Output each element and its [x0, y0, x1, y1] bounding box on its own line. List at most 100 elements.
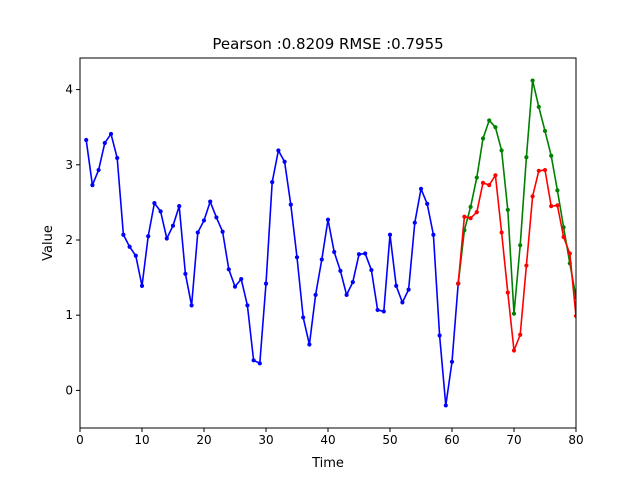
data-point-history — [356, 252, 362, 257]
data-point-history — [431, 232, 436, 237]
data-point-predicted — [518, 332, 523, 337]
y-tick-label: 1 — [65, 308, 73, 322]
data-point-history — [263, 281, 269, 286]
x-tick-label: 30 — [258, 433, 273, 447]
data-point-history — [350, 280, 355, 285]
data-point-history — [400, 300, 405, 305]
data-point-predicted — [468, 216, 473, 221]
data-point-actual — [530, 78, 535, 83]
data-point-history — [164, 236, 169, 241]
x-tick-label: 50 — [382, 433, 397, 447]
data-point-history — [201, 218, 207, 223]
data-point-history — [90, 182, 95, 188]
data-point-actual — [536, 104, 541, 109]
data-point-history — [369, 267, 374, 273]
data-point-predicted — [549, 204, 554, 209]
data-point-history — [84, 137, 89, 143]
data-point-predicted — [462, 214, 467, 219]
data-point-predicted — [456, 281, 461, 286]
data-point-history — [152, 201, 157, 206]
data-point-predicted — [511, 348, 517, 353]
data-point-predicted — [499, 230, 504, 235]
data-point-predicted — [474, 210, 479, 215]
data-point-history — [443, 403, 448, 408]
y-tick-label: 3 — [65, 158, 73, 172]
data-point-history — [251, 358, 256, 363]
x-axis: 0 10 20 30 40 50 60 70 80 — [76, 428, 584, 447]
data-point-predicted — [524, 263, 529, 268]
x-tick-label: 60 — [444, 433, 459, 447]
x-tick-label: 10 — [134, 433, 149, 447]
data-point-history — [195, 230, 200, 235]
data-point-history — [425, 201, 430, 206]
data-point-history — [449, 359, 455, 364]
data-point-actual — [493, 125, 498, 130]
x-tick-label: 20 — [196, 433, 211, 447]
data-point-history — [307, 342, 312, 347]
data-point-actual — [542, 128, 548, 134]
data-point-actual — [555, 188, 560, 193]
data-point-history — [177, 204, 182, 209]
data-point-history — [325, 217, 331, 222]
data-point-history — [239, 277, 244, 282]
data-point-history — [220, 229, 225, 234]
data-point-history — [294, 255, 300, 260]
data-point-history — [363, 251, 368, 256]
data-point-history — [406, 287, 411, 292]
data-point-actual — [518, 243, 523, 248]
data-point-history — [127, 244, 132, 249]
data-point-predicted — [567, 251, 572, 256]
x-tick-label: 80 — [568, 433, 583, 447]
data-point-history — [96, 167, 101, 173]
data-point-history — [133, 253, 138, 258]
data-point-predicted — [530, 194, 535, 199]
x-tick-label: 40 — [320, 433, 335, 447]
data-point-actual — [505, 207, 510, 213]
data-point-predicted — [573, 313, 576, 319]
data-point-predicted — [555, 203, 560, 208]
data-point-history — [121, 232, 126, 237]
data-point-history — [245, 303, 250, 308]
data-point-history — [301, 315, 306, 320]
series-layer — [84, 78, 576, 408]
data-point-history — [158, 209, 163, 214]
data-point-history — [115, 155, 120, 161]
y-tick-label: 2 — [65, 233, 73, 247]
data-point-history — [437, 333, 442, 338]
data-point-history — [394, 283, 399, 288]
data-point-predicted — [487, 182, 492, 188]
data-point-history — [381, 309, 386, 314]
x-tick-label: 70 — [506, 433, 521, 447]
data-point-history — [183, 271, 188, 276]
data-point-history — [412, 220, 417, 225]
data-point-predicted — [493, 173, 498, 178]
x-tick-label: 0 — [76, 433, 84, 447]
data-point-history — [102, 140, 107, 146]
data-point-actual — [524, 155, 529, 160]
data-point-history — [226, 267, 231, 272]
data-point-history — [319, 257, 324, 262]
data-point-history — [257, 361, 262, 366]
data-point-history — [189, 303, 194, 308]
data-point-history — [338, 268, 343, 273]
data-point-history — [387, 232, 393, 237]
data-point-history — [270, 179, 275, 185]
data-point-history — [313, 292, 318, 297]
data-point-history — [208, 199, 213, 204]
data-point-history — [332, 249, 337, 255]
data-point-history — [139, 283, 145, 288]
data-point-history — [232, 284, 238, 289]
data-point-history — [146, 234, 151, 239]
chart-title: Pearson :0.8209 RMSE :0.7955 — [212, 35, 443, 53]
data-point-actual — [480, 136, 486, 141]
y-axis: 0 1 2 3 4 — [65, 83, 80, 397]
data-point-history — [276, 148, 281, 153]
data-point-history — [288, 202, 293, 207]
data-point-predicted — [505, 290, 510, 295]
data-point-predicted — [480, 180, 486, 185]
data-point-history — [418, 186, 424, 191]
data-point-history — [214, 215, 219, 220]
y-tick-label: 0 — [65, 383, 73, 397]
